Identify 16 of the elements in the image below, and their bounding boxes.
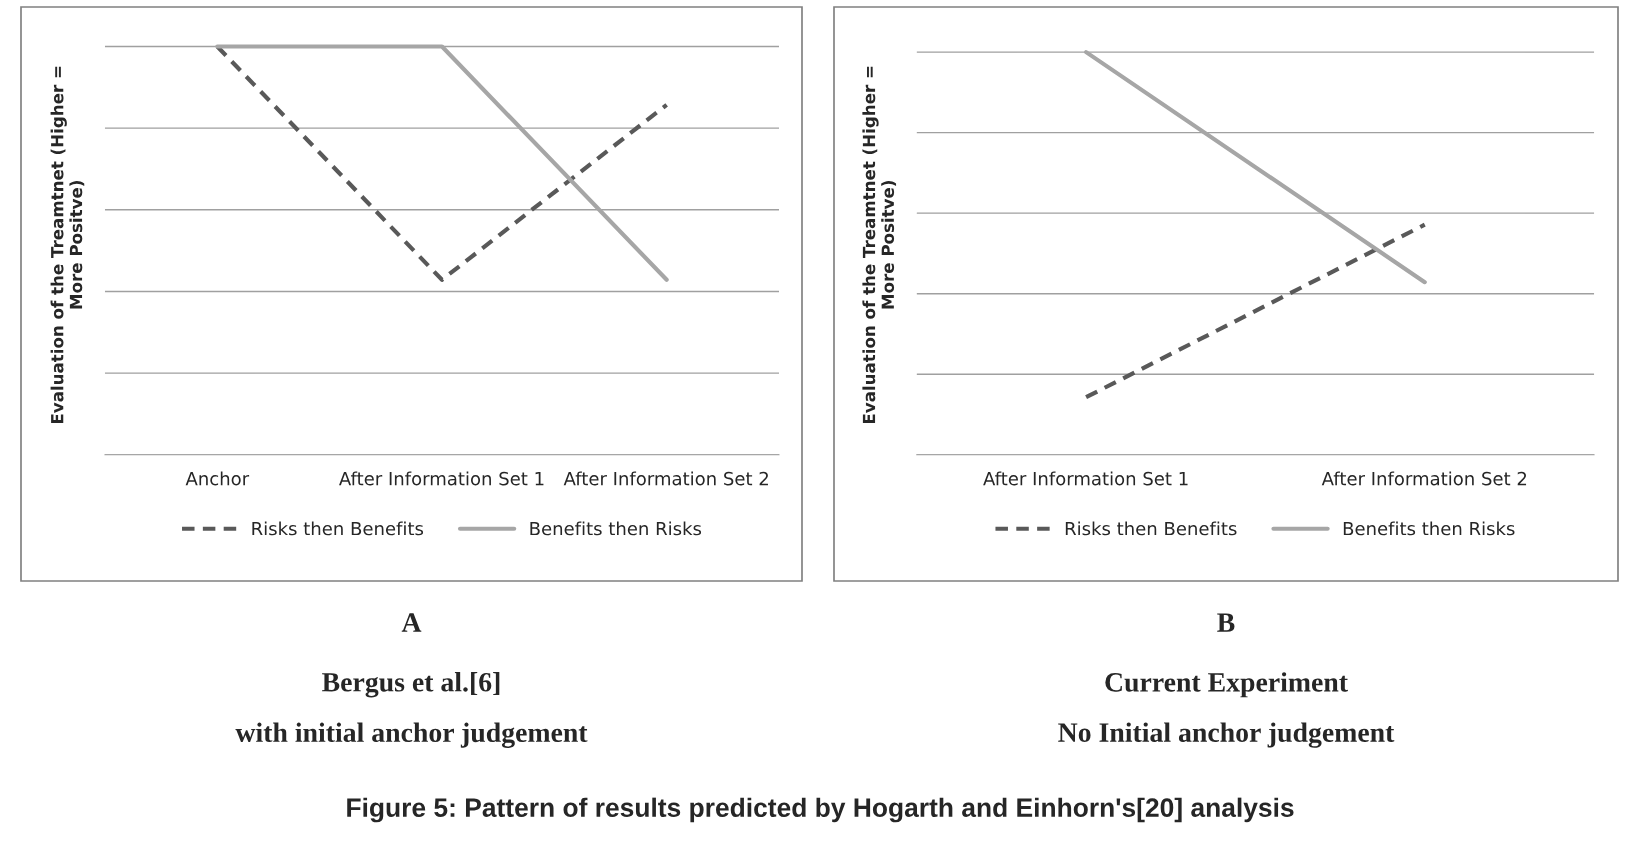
text: A: [401, 613, 422, 632]
x-tick-label: Anchor: [185, 471, 250, 486]
x-tick-label: After Information Set 1: [339, 471, 544, 486]
text: Bergus et al.[6] with initial anchor judgement: [235, 672, 588, 748]
x-tick-label: After Information Set 2: [563, 471, 768, 486]
legend-label: Benefits then Risks: [530, 521, 702, 536]
y-axis-title: Evaluation of the Treamtnet (Higher = More Positve): [862, 66, 897, 424]
x-tick-label: After Information Set 1: [983, 471, 1188, 486]
caption: Figure 5: Pattern of results predicted by Hogarth and Einhorn's[20] analysis: [347, 797, 1294, 823]
legend-label: Risks then Benefits: [252, 521, 424, 536]
x-tick-label: After Information Set 2: [1321, 471, 1527, 486]
text: B: [1217, 613, 1235, 632]
text: Current Experiment No Initial anchor judgement: [1058, 672, 1395, 748]
y-axis-title: Evaluation of the Treamtnet (Higher = More Positve): [50, 66, 85, 424]
legend-label: Risks then Benefits: [1065, 521, 1237, 536]
legend-label: Benefits then Risks: [1343, 521, 1515, 536]
